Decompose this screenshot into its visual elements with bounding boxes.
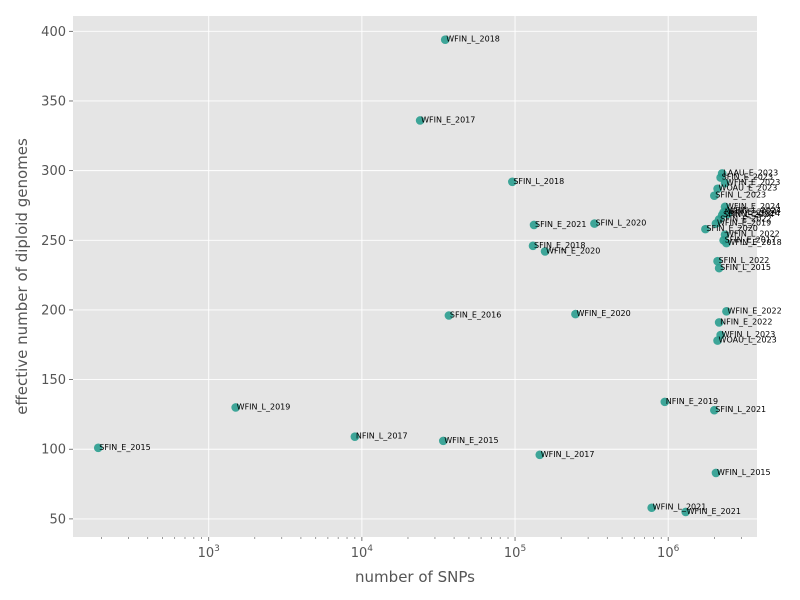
data-point xyxy=(647,503,656,513)
point-label: SFIN_L_2020 xyxy=(595,219,646,228)
data-point xyxy=(535,450,545,460)
point-label: NFIN_L_2017 xyxy=(356,432,408,441)
point-label: SFIN_E_2022 xyxy=(720,214,771,223)
x-tick-label: 106 xyxy=(657,544,680,561)
point-label: NFIN_E_2019 xyxy=(666,397,718,406)
data-point xyxy=(714,263,724,273)
point-labels: WFIN_L_2018 WFIN_E_2017 SFIN_L_2018 SFIN_E_… xyxy=(99,35,781,516)
point-label: SFIN_E_2017 xyxy=(725,235,776,244)
data-point xyxy=(438,436,448,446)
point-label: WOAU_E_2023 xyxy=(719,184,778,193)
x-axis-label: number of SNPs xyxy=(355,568,475,586)
data-point xyxy=(710,191,719,201)
point-label: SFIN_L_2021 xyxy=(715,405,766,414)
point-label: SFIN_E_2016 xyxy=(450,311,501,320)
axis-ticks: 103 104 105 106 50 100 150 200 250 300 350 400 xyxy=(41,25,742,561)
point-label: SFIN_E_2024 xyxy=(729,209,780,218)
point-label: WFIN_E_2021 xyxy=(687,507,741,516)
point-label: WFIN_E_2015 xyxy=(444,436,498,445)
data-point xyxy=(415,116,425,125)
data-point xyxy=(350,432,360,442)
y-tick-label: 400 xyxy=(41,25,66,40)
x-tick-label: 104 xyxy=(351,544,374,561)
data-point xyxy=(440,35,450,44)
x-tick-label: 105 xyxy=(504,544,526,561)
data-point xyxy=(722,238,731,248)
point-label: WFIN_L_2021 xyxy=(653,503,707,512)
point-label: NFIN_E_2024 xyxy=(725,207,777,216)
data-point xyxy=(528,241,538,251)
x-tick-label: 103 xyxy=(198,544,220,561)
point-label: WFIN_E_2017 xyxy=(421,115,475,124)
data-point xyxy=(714,318,724,327)
point-label: NFIN_E_2022 xyxy=(720,317,772,326)
y-tick-label: 100 xyxy=(41,443,66,458)
point-label: WFIN_E_2020 xyxy=(576,309,630,318)
data-point xyxy=(722,307,731,316)
data-point xyxy=(701,224,710,234)
point-label: WFIN_E_2018 xyxy=(727,238,781,247)
y-tick-label: 300 xyxy=(41,164,66,179)
point-label: WFIN_E_2024 xyxy=(726,202,780,211)
point-label: SFIN_L_2023 xyxy=(715,191,766,200)
y-tick-label: 200 xyxy=(41,303,66,318)
point-label: WFIN_L_2019 xyxy=(237,402,291,411)
point-label: SFIN_E_2018 xyxy=(534,241,585,250)
y-axis-label: effective number of diploid genomes xyxy=(13,138,31,415)
data-point xyxy=(540,247,550,256)
point-label: SFIN_L_2024 xyxy=(723,210,774,219)
point-label: WFIN_L_2024 xyxy=(727,206,781,215)
point-label: SFIN_L_2015 xyxy=(720,263,771,272)
point-label: WFIN_L_2023 xyxy=(722,330,776,339)
data-point xyxy=(681,507,690,517)
point-label: SFIN_E_2021 xyxy=(535,220,586,229)
y-tick-label: 50 xyxy=(49,512,66,527)
data-point xyxy=(93,443,103,453)
y-tick-label: 350 xyxy=(41,94,66,109)
data-point xyxy=(529,220,539,230)
y-tick-label: 150 xyxy=(41,373,66,388)
point-label: WOAU_L_2023 xyxy=(719,336,777,345)
data-point xyxy=(231,403,240,412)
point-label: WFIN_E_2019 xyxy=(717,219,771,228)
point-label: SFIN_L_2022 xyxy=(719,256,770,265)
point-label: SFIN_E_2015 xyxy=(99,443,150,452)
plot-area xyxy=(73,16,757,537)
point-label: WFIN_L_2018 xyxy=(446,35,500,44)
point-label: WFIN_E_2022 xyxy=(727,306,781,315)
data-point xyxy=(710,405,719,415)
data-point xyxy=(711,468,721,478)
data-point xyxy=(444,311,454,320)
point-label: SFIN_L_2018 xyxy=(513,177,564,186)
data-point xyxy=(723,209,733,219)
point-label: WFIN_E_2023 xyxy=(726,178,780,187)
point-label: LAAU_E_2023 xyxy=(723,168,778,177)
data-point xyxy=(660,397,670,407)
data-point xyxy=(508,177,517,187)
point-label: WFIN_L_2015 xyxy=(717,468,771,477)
grid-lines xyxy=(73,16,757,537)
y-tick-label: 250 xyxy=(41,234,66,249)
data-point xyxy=(713,256,722,266)
data-point xyxy=(571,309,580,319)
data-points xyxy=(93,35,733,517)
data-point xyxy=(720,178,730,188)
data-point xyxy=(590,219,599,228)
point-label: SFIN_E_2020 xyxy=(706,224,757,233)
data-point xyxy=(713,336,722,345)
data-point xyxy=(711,219,721,228)
point-label: WFIN_L_2017 xyxy=(541,450,595,459)
point-label: WFIN_L_2022 xyxy=(726,230,780,239)
point-label: WFIN_E_2020 xyxy=(546,246,600,255)
data-point xyxy=(713,184,722,194)
point-label: SFIN_E_2023 xyxy=(722,173,773,182)
